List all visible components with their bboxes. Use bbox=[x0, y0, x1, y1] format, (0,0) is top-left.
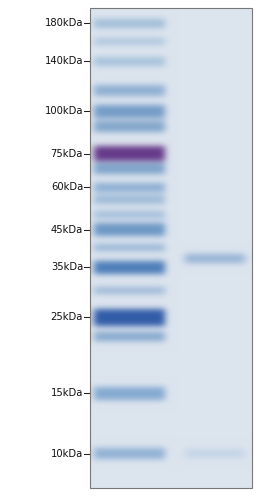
Text: 45kDa: 45kDa bbox=[51, 225, 83, 235]
Text: 75kDa: 75kDa bbox=[51, 149, 83, 159]
Text: 35kDa: 35kDa bbox=[51, 262, 83, 272]
Text: 25kDa: 25kDa bbox=[51, 312, 83, 322]
Text: 10kDa: 10kDa bbox=[51, 449, 83, 459]
Text: 15kDa: 15kDa bbox=[51, 388, 83, 398]
Text: 140kDa: 140kDa bbox=[45, 56, 83, 66]
Text: 60kDa: 60kDa bbox=[51, 182, 83, 192]
Text: 100kDa: 100kDa bbox=[45, 106, 83, 116]
Text: 180kDa: 180kDa bbox=[45, 18, 83, 28]
